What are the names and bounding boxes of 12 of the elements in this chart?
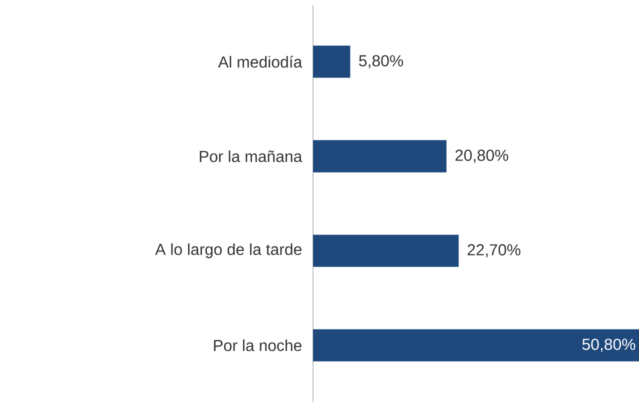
data-label: 22,70%: [468, 244, 520, 258]
y-tick-label: A lo largo de la tarde: [155, 243, 302, 258]
data-label: 50,80%: [582, 338, 636, 352]
bar: [313, 46, 350, 78]
bar: [313, 234, 459, 267]
data-label: 5,80%: [359, 55, 404, 68]
y-tick-label: Por la noche: [214, 339, 302, 352]
bar: [313, 329, 639, 362]
y-tick-label: Al mediodía: [218, 56, 302, 68]
y-tick-label: Por la mañana: [200, 150, 302, 162]
bar: [313, 140, 446, 172]
data-label: 20,80%: [455, 150, 508, 163]
